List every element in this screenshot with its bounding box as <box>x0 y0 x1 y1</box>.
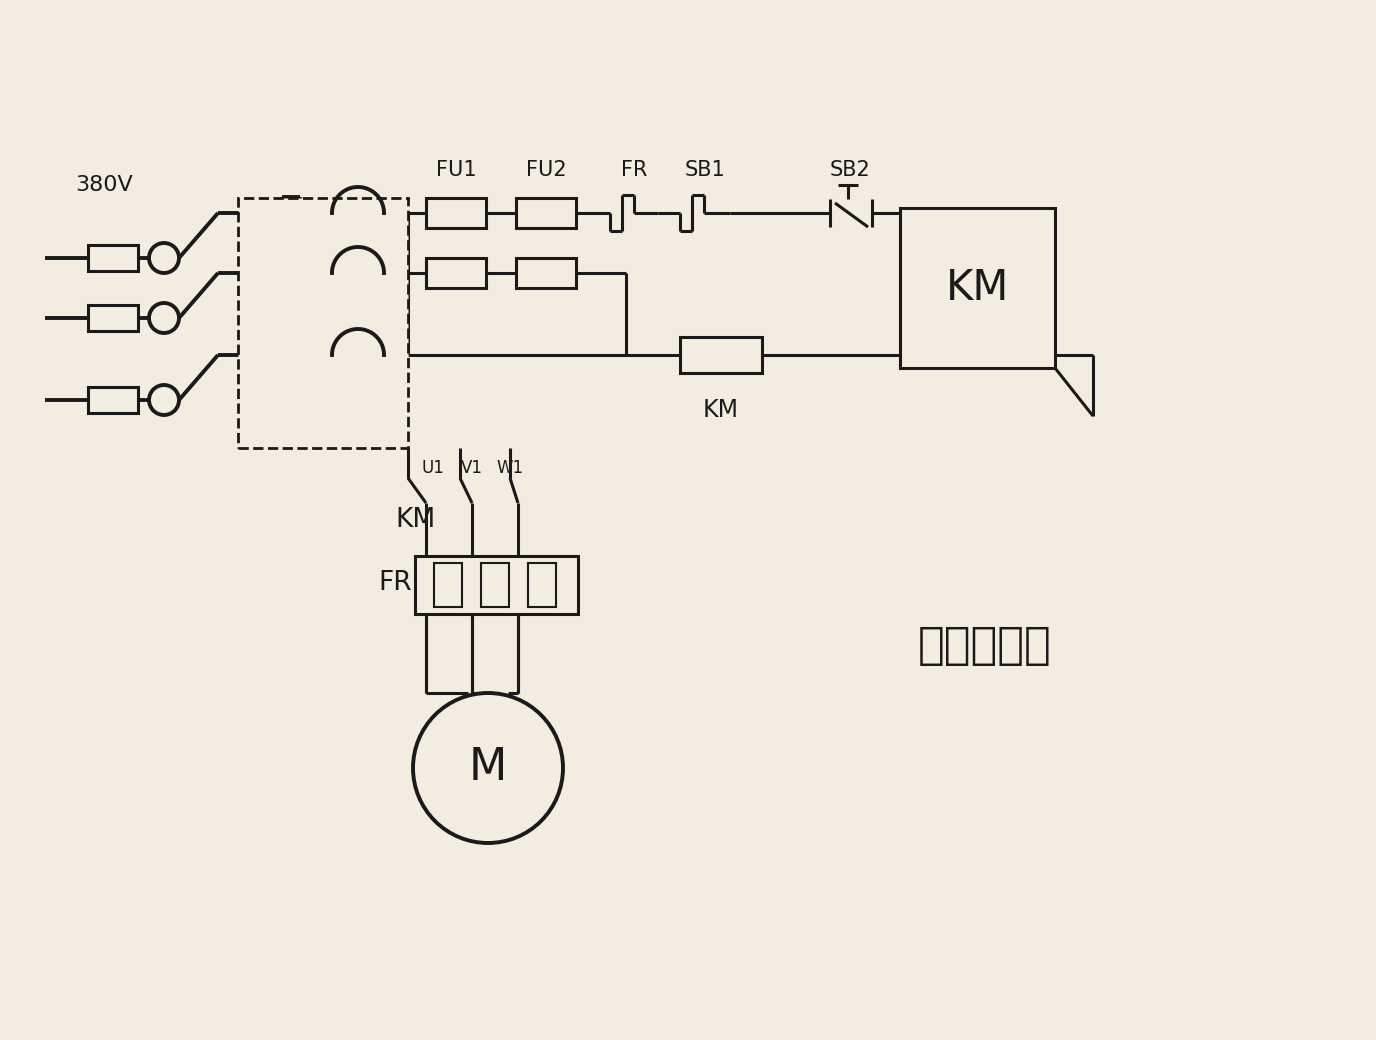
Bar <box>482 563 509 607</box>
Circle shape <box>149 243 179 274</box>
Text: KM: KM <box>395 508 435 534</box>
Bar <box>528 563 556 607</box>
Circle shape <box>413 693 563 843</box>
Bar <box>680 337 762 373</box>
Text: SB2: SB2 <box>830 160 871 180</box>
Bar <box>88 305 138 331</box>
Bar <box>516 258 577 288</box>
Circle shape <box>149 303 179 333</box>
Bar <box>900 208 1055 368</box>
Bar <box>416 556 578 614</box>
Bar <box>88 387 138 413</box>
Text: SB1: SB1 <box>685 160 725 180</box>
Text: 380V: 380V <box>76 175 132 196</box>
Bar <box>516 198 577 228</box>
Text: U1: U1 <box>421 459 444 477</box>
Text: 接线电路图: 接线电路图 <box>918 624 1051 667</box>
Text: V1: V1 <box>461 459 483 477</box>
Text: FR: FR <box>621 160 647 180</box>
Bar <box>433 563 462 607</box>
Text: FR: FR <box>378 570 411 596</box>
Bar <box>238 198 409 448</box>
Text: KM: KM <box>703 398 739 422</box>
Text: FU1: FU1 <box>436 160 476 180</box>
Text: M: M <box>469 747 508 789</box>
Bar <box>427 198 486 228</box>
Text: W1: W1 <box>497 459 523 477</box>
Text: KM: KM <box>945 267 1009 309</box>
Text: FU2: FU2 <box>526 160 567 180</box>
Bar <box>88 245 138 271</box>
Bar <box>427 258 486 288</box>
Circle shape <box>149 385 179 415</box>
